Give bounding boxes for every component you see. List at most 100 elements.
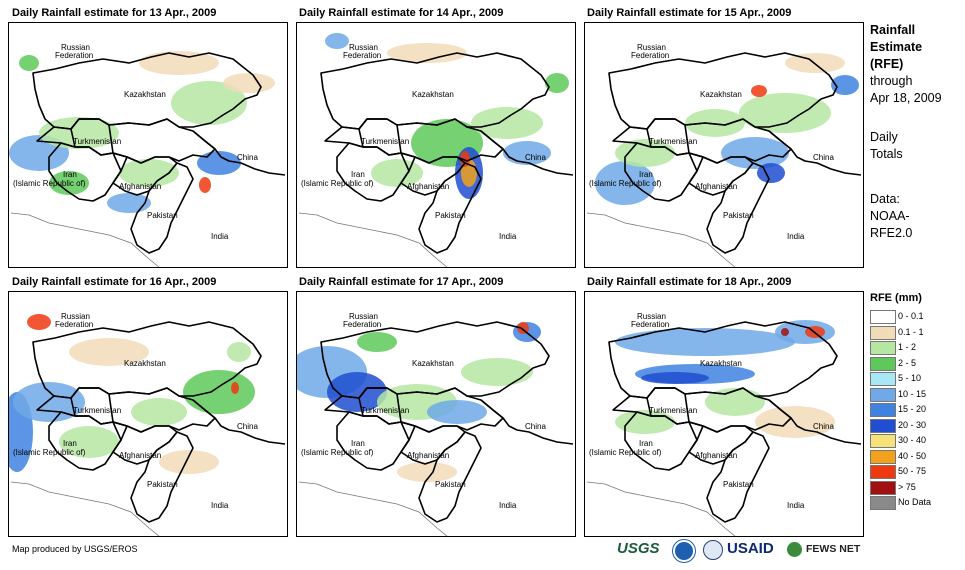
legend-label: 20 - 30: [898, 419, 927, 430]
country-label-kazakhstan: Kazakhstan: [700, 90, 742, 99]
rainfall-area: [595, 161, 655, 205]
rainfall-area: [231, 382, 239, 394]
country-label-russia1: Russian: [61, 43, 90, 52]
side-data-2: NOAA-: [870, 209, 910, 223]
rainfall-area: [781, 328, 789, 336]
side-heading-1: Rainfall: [870, 23, 916, 37]
legend-swatch: [870, 372, 896, 386]
rainfall-area: [131, 398, 187, 426]
country-border: [336, 411, 416, 471]
legend-swatch: [870, 480, 896, 495]
rainfall-area: [13, 382, 85, 422]
rainfall-area: [503, 141, 551, 165]
legend-title: RFE (mm): [870, 292, 922, 304]
fewsnet-globe-icon: [787, 542, 802, 557]
legend-label: > 75: [898, 481, 916, 492]
panel-title-6: Daily Rainfall estimate for 18 Apr., 200…: [587, 276, 792, 288]
country-label-afghanistan: Afghanistan: [119, 451, 161, 460]
country-label-iran2: (Islamic Republic of): [301, 179, 374, 188]
neighbor-border: [10, 212, 160, 267]
country-label-india: India: [211, 501, 229, 510]
country-label-russia2: Federation: [55, 320, 93, 329]
rainfall-area: [39, 117, 119, 149]
country-border: [48, 411, 128, 471]
rainfall-area: [427, 400, 487, 424]
legend-label: 5 - 10: [898, 373, 922, 383]
country-label-turkmenistan: Turkmenistan: [361, 137, 409, 146]
country-border: [480, 130, 574, 176]
rainfall-area: [739, 93, 831, 133]
country-label-afghanistan: Afghanistan: [119, 182, 161, 191]
map-panel-2: Russian Federation Kazakhstan Turkmenistan I…: [296, 22, 576, 268]
legend-label: 15 - 20: [898, 404, 927, 414]
neighbor-border: [298, 212, 448, 267]
side-info: Rainfall Estimate (RFE) through Apr 18, …: [870, 22, 942, 242]
rainfall-area: [59, 426, 119, 458]
fewsnet-logo: FEWS NET: [806, 543, 860, 555]
rainfall-area: [139, 51, 219, 75]
rainfall-area: [461, 358, 533, 386]
legend-label: 0.1 - 1: [898, 326, 924, 337]
legend-label: 30 - 40: [898, 435, 927, 445]
country-border: [624, 142, 704, 202]
rainfall-area: [19, 55, 39, 71]
country-label-russia2: Federation: [343, 320, 381, 329]
noaa-logo-icon: [673, 540, 695, 562]
rainfall-area: [171, 81, 247, 125]
country-label-pakistan: Pakistan: [435, 211, 466, 220]
country-label-iran1: Iran: [63, 170, 77, 179]
map-panel-5: Russian Federation Kazakhstan Turkmenistan I…: [296, 291, 576, 537]
legend-label: 2 - 5: [898, 357, 917, 368]
legend-label: No Data: [898, 497, 932, 507]
panel-title-2: Daily Rainfall estimate for 14 Apr., 200…: [299, 7, 504, 19]
country-label-pakistan: Pakistan: [723, 211, 754, 220]
country-label-afghanistan: Afghanistan: [407, 451, 449, 460]
country-label-iran1: Iran: [639, 439, 653, 448]
country-border: [768, 130, 862, 176]
legend-swatch: [870, 387, 896, 402]
rainfall-area: [831, 75, 859, 95]
country-label-russia1: Russian: [349, 312, 378, 321]
country-label-russia2: Federation: [343, 51, 381, 60]
side-through-2: Apr 18, 2009: [870, 91, 942, 105]
rainfall-area: [223, 73, 275, 93]
legend-swatch: [870, 325, 896, 340]
legend-label: 40 - 50: [898, 450, 927, 461]
rainfall-area: [615, 328, 795, 356]
rainfall-area: [721, 137, 789, 169]
side-totals-1: Daily: [870, 130, 898, 144]
country-label-china: China: [237, 153, 258, 162]
rainfall-area: [545, 73, 569, 93]
panel-title-5: Daily Rainfall estimate for 17 Apr., 200…: [299, 276, 504, 288]
country-label-iran2: (Islamic Republic of): [301, 448, 374, 457]
rainfall-area: [325, 33, 349, 49]
map-panel-4: Russian Federation Kazakhstan Turkmenistan I…: [8, 291, 288, 537]
side-data-1: Data:: [870, 192, 900, 206]
country-border: [336, 142, 416, 202]
neighbor-border: [586, 481, 736, 536]
rainfall-area: [199, 177, 211, 193]
country-label-kazakhstan: Kazakhstan: [124, 359, 166, 368]
country-label-pakistan: Pakistan: [435, 480, 466, 489]
country-label-kazakhstan: Kazakhstan: [412, 90, 454, 99]
footer-credit: Map produced by USGS/EROS: [12, 544, 138, 554]
country-label-turkmenistan: Turkmenistan: [361, 406, 409, 415]
rainfall-area: [615, 139, 675, 167]
country-label-india: India: [499, 232, 517, 241]
rainfall-area: [183, 370, 255, 414]
country-border: [192, 399, 286, 445]
legend-label: 10 - 15: [898, 388, 927, 399]
side-heading-2: Estimate: [870, 40, 923, 54]
side-data-3: RFE2.0: [870, 226, 913, 240]
country-border: [706, 162, 770, 254]
rainfall-area: [119, 159, 179, 187]
usaid-logo: USAID: [727, 540, 774, 557]
country-label-china: China: [525, 153, 546, 162]
side-heading-3: (RFE): [870, 57, 904, 71]
usaid-logo-text: USAID: [727, 540, 774, 557]
country-label-russia2: Federation: [631, 320, 669, 329]
